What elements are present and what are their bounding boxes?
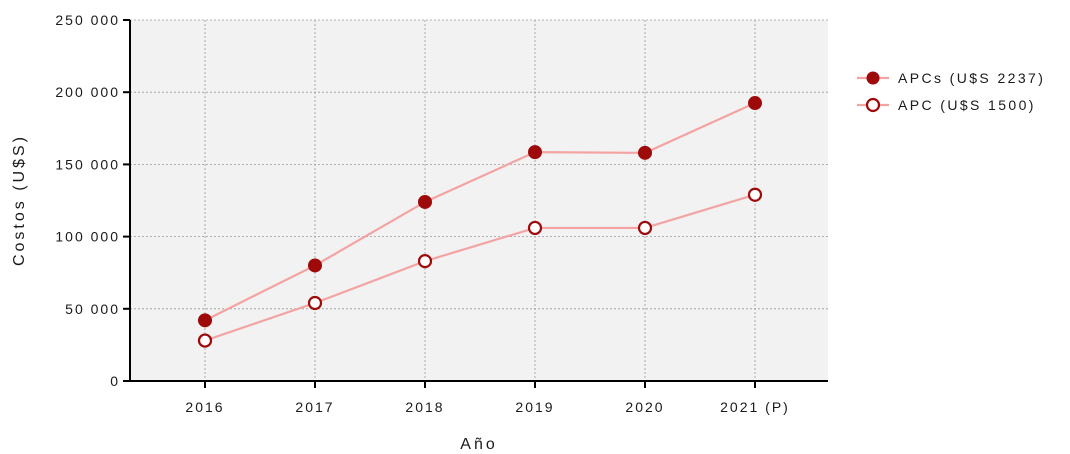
- data-point: [528, 145, 542, 160]
- data-point: [307, 295, 323, 311]
- y-tick-label: 250 000: [55, 12, 120, 28]
- series-line: [204, 193, 756, 342]
- data-point: [418, 194, 432, 209]
- data-point: [197, 333, 213, 348]
- data-point: [638, 145, 652, 160]
- plot-area: [130, 20, 828, 381]
- x-tick-label: 2021 (P): [720, 399, 790, 415]
- legend-marker: [866, 71, 880, 85]
- series-2: [197, 187, 763, 348]
- data-point: [308, 258, 322, 273]
- x-axis-title: Año: [460, 436, 497, 453]
- data-point: [417, 254, 433, 269]
- series-group: [197, 96, 763, 348]
- y-tick-label: 0: [110, 373, 120, 389]
- legend-label: APC (U$S 1500): [898, 97, 1036, 113]
- data-point: [747, 187, 763, 202]
- legend: APCs (U$S 2237) APC (U$S 1500): [857, 70, 1045, 113]
- data-point: [198, 313, 212, 328]
- legend-marker: [865, 97, 881, 113]
- y-axis-title: Costos (U$S): [11, 134, 28, 266]
- tick-labels: 0 50 000 100 000 150 000 200 000 250 000 2016 2…: [55, 12, 790, 415]
- x-tick-label: 2016: [185, 399, 224, 415]
- y-tick-label: 150 000: [55, 156, 120, 172]
- legend-item: APC (U$S 1500): [857, 97, 1036, 113]
- y-tick-label: 50 000: [65, 301, 120, 317]
- y-tick-label: 200 000: [55, 84, 120, 100]
- data-point: [748, 96, 762, 111]
- gridlines: [130, 19, 828, 381]
- legend-label: APCs (U$S 2237): [898, 70, 1045, 86]
- data-point: [637, 220, 653, 236]
- y-tick-label: 100 000: [55, 229, 120, 245]
- series-1: [198, 96, 762, 328]
- axes: [129, 20, 828, 382]
- legend-item: APCs (U$S 2237): [857, 70, 1045, 86]
- x-tick-label: 2017: [295, 399, 334, 415]
- x-tick-label: 2018: [405, 399, 444, 415]
- series-line: [204, 102, 756, 322]
- x-tick-label: 2019: [515, 399, 554, 415]
- data-point: [527, 220, 543, 236]
- x-tick-label: 2020: [625, 399, 664, 415]
